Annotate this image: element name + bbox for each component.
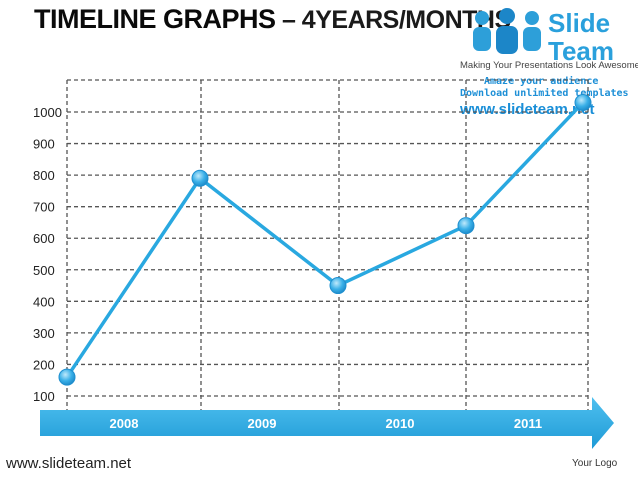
title-main: TIMELINE GRAPHS — [34, 4, 276, 34]
y-axis-labels: 100 200 300 400 500 600 700 800 900 1000 — [33, 105, 62, 404]
x-tick-label-2008: 2008 — [110, 416, 139, 431]
timeline-arrow — [40, 397, 614, 449]
data-series — [58, 94, 592, 386]
data-point-3 — [457, 217, 475, 235]
slideteam-logo: Slide Team Making Your Presentations Loo… — [458, 2, 638, 122]
footer-url[interactable]: www.slideteam.net — [6, 455, 132, 472]
brand-team: Team — [548, 36, 614, 66]
y-tick-label: 1000 — [33, 105, 62, 120]
y-tick-label: 400 — [33, 294, 55, 309]
y-tick-label: 200 — [33, 357, 55, 372]
data-point-1 — [191, 169, 209, 187]
timeline-arrow-shape — [40, 397, 614, 449]
promo-line-2: Download unlimited templates — [460, 88, 629, 99]
logo-tagline: Making Your Presentations Look Awesome — [460, 60, 638, 71]
data-point-4 — [574, 94, 592, 112]
promo-line-1: Amaze your audience — [484, 76, 599, 87]
x-axis-labels: 2008 2009 2010 2011 — [110, 416, 543, 431]
y-tick-label: 500 — [33, 263, 55, 278]
x-tick-label-2010: 2010 — [386, 416, 415, 431]
y-tick-label: 300 — [33, 326, 55, 341]
y-tick-label: 900 — [33, 137, 55, 152]
people-icon — [473, 8, 541, 54]
y-tick-label: 100 — [33, 389, 55, 404]
title-suffix: – 4YEARS/MONTHS — [275, 6, 511, 34]
x-tick-label-2011: 2011 — [514, 416, 542, 431]
x-tick-label-2009: 2009 — [248, 416, 277, 431]
data-point-2 — [329, 277, 347, 295]
data-point-0 — [58, 368, 76, 386]
footer-logo-placeholder: Your Logo — [572, 458, 618, 469]
y-tick-label: 700 — [33, 200, 55, 215]
y-tick-label: 800 — [33, 168, 55, 183]
brand-slide: Slide — [548, 8, 611, 38]
logo-url[interactable]: www.slideteam.net — [460, 101, 595, 118]
y-tick-label: 600 — [33, 231, 55, 246]
chart-grid — [66, 79, 589, 410]
page-title: TIMELINE GRAPHS – 4YEARS/MONTHS — [34, 4, 511, 35]
